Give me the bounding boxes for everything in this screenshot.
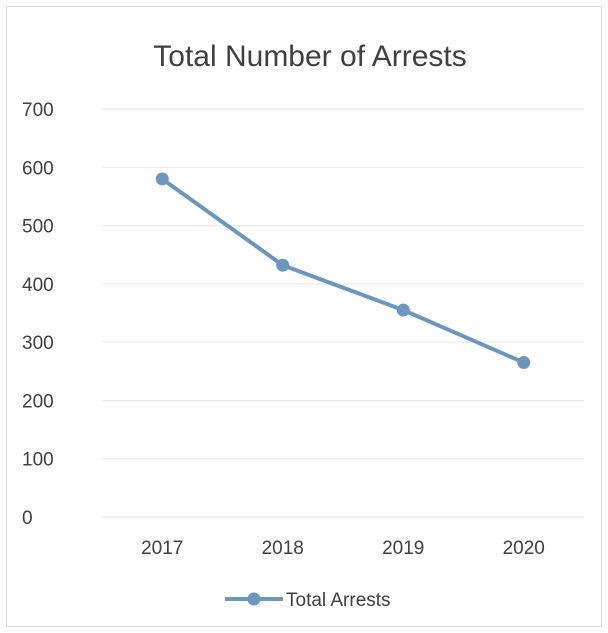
y-tick-label: 600 (22, 158, 54, 179)
x-tick-label: 2017 (141, 538, 183, 559)
series-layer (155, 172, 531, 370)
y-tick-label: 500 (22, 217, 54, 238)
legend-dot-marker (247, 592, 261, 606)
legend-label-total-arrests: Total Arrests (286, 590, 391, 611)
x-tick-label: 2018 (262, 538, 304, 559)
y-axis-tick-labels: 0 100 200 300 400 500 600 700 (22, 100, 54, 529)
data-point-2019 (396, 303, 410, 317)
y-tick-label: 400 (22, 275, 54, 296)
gridlines (102, 108, 584, 518)
y-tick-label: 700 (22, 100, 54, 121)
data-point-2020 (517, 356, 531, 370)
y-tick-label: 200 (22, 391, 54, 412)
series-line-total-arrests (161, 177, 525, 365)
data-point-2018 (276, 258, 290, 272)
y-tick-label: 0 (22, 508, 33, 529)
data-point-2017 (155, 172, 169, 186)
y-tick-label: 100 (22, 450, 54, 471)
legend: Total Arrests (225, 590, 391, 611)
chart-title: Total Number of Arrests (153, 40, 466, 73)
x-axis-tick-labels: 2017 2018 2019 2020 (141, 538, 545, 559)
x-tick-label: 2019 (382, 538, 424, 559)
x-tick-label: 2020 (503, 538, 545, 559)
y-tick-label: 300 (22, 333, 54, 354)
